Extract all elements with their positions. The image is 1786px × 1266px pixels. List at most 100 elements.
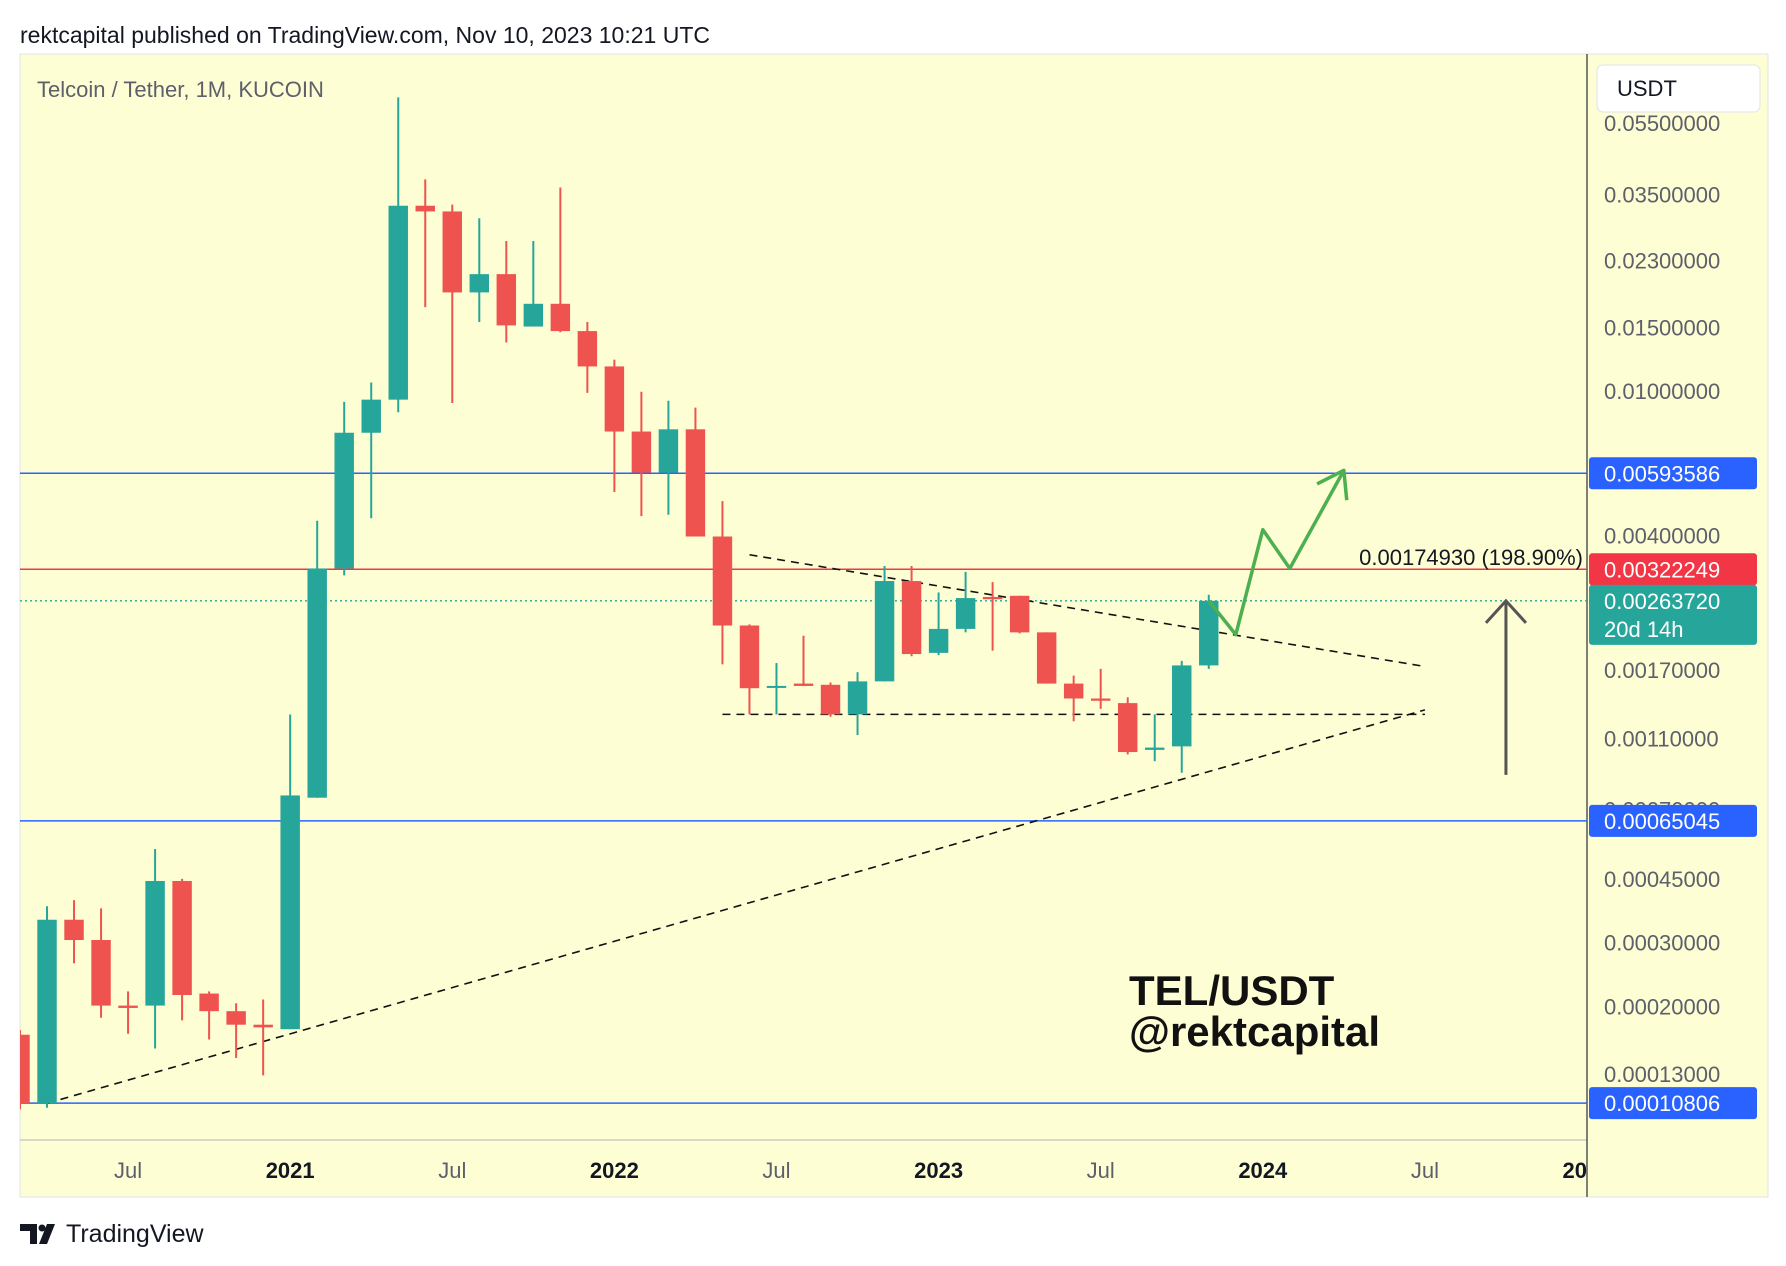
y-tick-label: 0.00020000 <box>1604 994 1720 1019</box>
candle-body <box>1009 595 1030 633</box>
projection-path <box>1207 469 1346 637</box>
candle-body <box>64 919 84 941</box>
x-tick-label: 2023 <box>914 1158 963 1183</box>
candle-body <box>577 331 598 367</box>
candle-body <box>226 1011 246 1025</box>
candle-body <box>793 683 814 686</box>
watermark-line: TEL/USDT <box>1129 967 1335 1014</box>
candle-body <box>496 274 517 326</box>
y-tick-label: 0.03500000 <box>1604 182 1720 207</box>
candle-body <box>955 598 976 629</box>
y-tick-label: 0.00170000 <box>1604 658 1720 683</box>
chart-title: Telcoin / Tether, 1M, KUCOIN <box>37 77 324 102</box>
x-tick-label: Jul <box>438 1158 466 1183</box>
candle-body <box>442 211 463 293</box>
candle-body <box>1199 600 1219 666</box>
candle-body <box>631 431 652 473</box>
level-price-box <box>1589 804 1757 837</box>
y-tick-label: 0.05500000 <box>1604 111 1720 136</box>
measure-arrowhead <box>1484 598 1528 624</box>
y-tick-label: 0.01500000 <box>1604 315 1720 340</box>
level-price-label: 0.00593586 <box>1604 461 1720 486</box>
projection-arrowhead <box>1316 468 1349 501</box>
y-tick-label: 0.02300000 <box>1604 248 1720 273</box>
candle-body <box>91 940 111 1006</box>
candle-body <box>982 596 1003 600</box>
logo-shape <box>20 1224 37 1244</box>
candle-body <box>361 399 381 433</box>
candle-body <box>604 366 625 432</box>
y-tick-label: 0.00030000 <box>1604 931 1720 956</box>
candle-body <box>1036 632 1057 684</box>
level-price-box <box>1589 457 1757 490</box>
currency-box[interactable] <box>1596 64 1761 113</box>
candle-body <box>712 536 733 626</box>
plot-area <box>20 97 1587 1110</box>
candle-body <box>1117 703 1138 753</box>
time-axis: Jul 2021 Jul 2022 Jul 2023 Jul 2024 Jul 2025 <box>114 1158 1612 1183</box>
watermark-line: @rektcapital <box>1129 1008 1380 1055</box>
last-price-box <box>1589 584 1757 645</box>
candle-body <box>1172 665 1192 747</box>
y-tick-label: 0.00045000 <box>1604 867 1720 892</box>
candle-body <box>820 684 841 715</box>
y-tick-label: 0.00110000 <box>1604 726 1719 751</box>
x-tick-label: 2025 <box>1563 1158 1612 1183</box>
y-tick-label: 0.00013000 <box>1604 1062 1720 1087</box>
last-price-label: 0.00263720 <box>1604 589 1720 614</box>
candle-body <box>739 625 760 689</box>
y-tick-label: 0.01000000 <box>1604 379 1720 404</box>
price-labels: 0.00593586 0.00322249 0.00065045 0.00010806… <box>1589 457 1757 1120</box>
candle-body <box>469 274 490 293</box>
candle-body <box>1090 698 1111 701</box>
footer-brand[interactable]: TradingView <box>66 1220 205 1248</box>
candle-body <box>1144 747 1165 750</box>
candle-body <box>847 681 868 715</box>
trendline <box>46 709 1426 1105</box>
x-tick-label: 2021 <box>266 1158 315 1183</box>
publish-header: rektcapital published on TradingView.com… <box>20 22 710 48</box>
candle-body <box>280 795 300 1030</box>
level-price-label: 0.00322249 <box>1604 557 1720 582</box>
candle-body <box>37 919 57 1104</box>
countdown-label: 20d 14h <box>1604 617 1684 642</box>
candle-body <box>388 205 408 400</box>
measure-label: 0.00174930 (198.90%) <box>1359 545 1583 570</box>
x-tick-label: Jul <box>1087 1158 1115 1183</box>
currency-label[interactable]: USDT <box>1617 76 1677 101</box>
candle-body <box>874 581 895 682</box>
candle-body <box>685 429 706 537</box>
candle-body <box>766 685 787 688</box>
candle-body <box>145 880 165 1006</box>
level-price-label: 0.00010806 <box>1604 1091 1720 1116</box>
level-price-box <box>1589 1087 1757 1120</box>
candle-body <box>928 628 949 653</box>
x-tick-label: Jul <box>762 1158 790 1183</box>
level-price-box <box>1589 553 1757 586</box>
candle-body <box>199 993 219 1012</box>
y-tick-label: 0.00400000 <box>1604 523 1720 548</box>
x-tick-label: Jul <box>114 1158 142 1183</box>
logo-shape <box>38 1224 46 1232</box>
logo-shape <box>39 1224 55 1244</box>
candle-body <box>415 205 435 212</box>
x-tick-label: Jul <box>1411 1158 1439 1183</box>
candle-body <box>307 568 327 798</box>
candle-body <box>1063 683 1084 699</box>
candle-body <box>334 432 354 569</box>
x-tick-label: 2024 <box>1238 1158 1288 1183</box>
candle-body <box>20 1034 30 1104</box>
candle-body <box>253 1024 273 1028</box>
candle-body <box>550 303 571 332</box>
tradingview-logo <box>20 1224 55 1244</box>
candle-body <box>523 303 544 327</box>
trendline <box>749 553 1426 668</box>
candle-body <box>901 581 922 655</box>
ticks: 0.05500000 0.03500000 0.02300000 0.01500000… <box>1604 111 1720 1087</box>
x-tick-label: 2022 <box>590 1158 639 1183</box>
candle-body <box>118 1005 138 1008</box>
candle-body <box>658 429 679 473</box>
candle-body <box>172 880 192 996</box>
